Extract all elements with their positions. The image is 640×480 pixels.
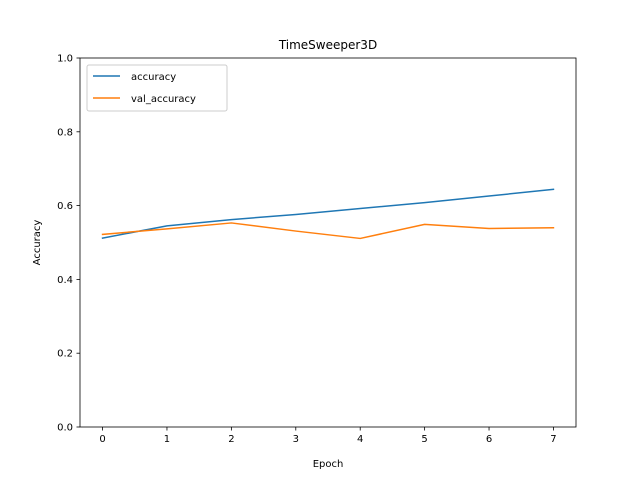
y-tick-label: 1.0 — [57, 54, 73, 65]
legend: accuracy val_accuracy — [86, 64, 228, 112]
series-lines — [101, 188, 555, 240]
x-axis-ticks: 0 1 2 3 4 5 6 7 — [99, 427, 557, 445]
series-line-accuracy — [101, 188, 555, 239]
legend-box — [86, 64, 228, 112]
x-tick-label: 1 — [164, 434, 170, 445]
y-tick-label: 0.0 — [57, 423, 73, 434]
legend-label-accuracy: accuracy — [131, 72, 176, 83]
chart-title: TimeSweeper3D — [278, 38, 377, 52]
y-tick-label: 0.6 — [57, 201, 73, 212]
y-tick-label: 0.8 — [57, 127, 73, 138]
series-line-val-accuracy — [101, 222, 555, 240]
x-tick-label: 5 — [421, 434, 427, 445]
x-tick-label: 4 — [357, 434, 363, 445]
x-tick-label: 6 — [486, 434, 492, 445]
plot-frame — [79, 57, 577, 428]
y-axis-label: Accuracy — [32, 220, 43, 266]
x-tick-label: 3 — [293, 434, 299, 445]
y-axis-ticks: 0.0 0.2 0.4 0.6 0.8 1.0 — [57, 54, 80, 434]
y-tick-label: 0.2 — [57, 349, 73, 360]
y-tick-label: 0.4 — [57, 275, 73, 286]
x-axis-label: Epoch — [313, 459, 344, 470]
legend-label-val-accuracy: val_accuracy — [131, 94, 196, 105]
x-tick-label: 7 — [550, 434, 556, 445]
x-tick-label: 2 — [228, 434, 234, 445]
x-tick-label: 0 — [99, 434, 105, 445]
